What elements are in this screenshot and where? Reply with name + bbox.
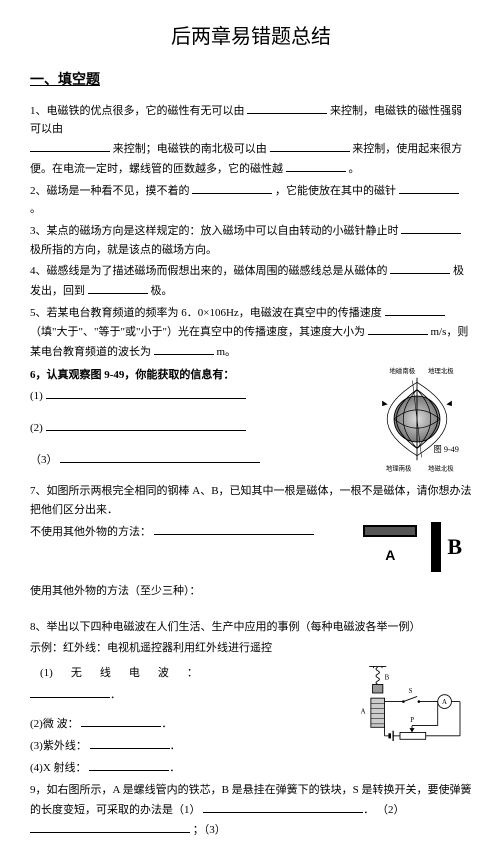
- text: 无: [63, 664, 90, 683]
- q7-other: 使用其他外物的方法（至少三种）：: [30, 582, 472, 601]
- blank[interactable]: [30, 685, 110, 698]
- blank[interactable]: [203, 800, 363, 813]
- text: （2）: [377, 804, 405, 816]
- label-b: B: [447, 528, 462, 565]
- lbl-A: A: [361, 708, 366, 715]
- blank[interactable]: [368, 322, 428, 335]
- text: 波: [150, 664, 177, 683]
- text: 1、电磁铁的优点很多，它的磁性有无可以由: [30, 105, 245, 117]
- q8-3: (3)紫外线： ．: [30, 736, 352, 756]
- text: (3)紫外线：: [30, 740, 87, 752]
- question-1: 1、电磁铁的优点很多，它的磁性有无可以由 来控制，电磁铁的磁性强弱可以由 来控制…: [30, 101, 472, 179]
- page-title: 后两章易错题总结: [30, 20, 472, 54]
- text: （填"大于"、"等于"或"小于"）光在真空中的传播速度，其速度大小为: [30, 326, 365, 338]
- figure-earth: 地磁南极 地理北极 地理南极 地磁北极 图 9-49: [362, 364, 472, 481]
- question-3: 3、某点的磁场方向是这样规定的：放入磁场中可以自由转动的小磁针静止时 极所指的方…: [30, 221, 472, 259]
- q8-row: (1) 无 线 电 波 ： ． (2)微 波： ． (3)紫外线： ． (4)X…: [30, 660, 472, 779]
- q6-sub3: （3）: [30, 450, 362, 470]
- text: 来控制；电磁铁的南北极可以由: [113, 143, 267, 155]
- text: ；（3）: [193, 824, 226, 836]
- question-5: 5、若某电台教育频道的频率为 6．0×106Hz，电磁波在真空中的传播速度 （填…: [30, 303, 472, 362]
- label-s2: 地磁北极: [428, 463, 454, 472]
- bar-a: [363, 525, 417, 537]
- q8-2: (2)微 波： ．: [30, 714, 352, 734]
- label: （3）: [30, 454, 58, 466]
- text: 极所指的方向，就是该点的磁场方向。: [30, 244, 217, 256]
- blank[interactable]: [399, 181, 459, 194]
- blank[interactable]: [30, 820, 190, 833]
- blank[interactable]: [401, 221, 461, 234]
- text: ：: [179, 664, 206, 683]
- q8-4: (4)X 射线： ．: [30, 758, 352, 778]
- blank[interactable]: [88, 281, 148, 294]
- q8-1: (1) 无 线 电 波 ： ．: [30, 662, 352, 704]
- bar-b: [431, 522, 441, 572]
- blank[interactable]: [81, 714, 161, 727]
- q7-bars-row: 不使用其他外物的方法： A B: [30, 522, 472, 572]
- text: 不使用其他外物的方法：: [30, 526, 151, 538]
- fig-label: 图 9-49: [434, 445, 459, 454]
- label: (2): [30, 422, 43, 434]
- question-7: 7、如图所示两根完全相同的钢棒 A、B，已知其中一根是磁体，一根不是磁体，请你想…: [30, 482, 472, 519]
- section-heading: 一、填空题: [30, 69, 472, 93]
- q6-sub2: (2): [30, 418, 362, 438]
- blank[interactable]: [192, 181, 272, 194]
- blank[interactable]: [154, 342, 214, 355]
- text: m。: [217, 346, 237, 358]
- text: 。: [349, 163, 360, 175]
- blank[interactable]: [247, 101, 327, 114]
- blank[interactable]: [46, 418, 246, 431]
- blank[interactable]: [90, 736, 170, 749]
- text: (2)微 波：: [30, 718, 79, 730]
- blank[interactable]: [30, 139, 110, 152]
- label: (1): [30, 390, 43, 402]
- lbl-P: P: [410, 717, 414, 724]
- lbl-B: B: [385, 674, 390, 681]
- text: 2、磁场是一种看不见，摸不着的: [30, 185, 190, 197]
- question-6-row: 6，认真观察图 9-49，你能获取的信息有： (1) (2) （3）: [30, 364, 472, 481]
- blank[interactable]: [154, 522, 314, 535]
- text: 4、磁感线是为了描述磁场而假想出来的，磁体周围的磁感线总是从磁体的: [30, 265, 388, 277]
- question-2: 2、磁场是一种看不见，摸不着的 ，它能使放在其中的磁针 。: [30, 181, 472, 219]
- earth-diagram: 地磁南极 地理北极 地理南极 地磁北极 图 9-49: [362, 364, 472, 474]
- label-a: A: [363, 544, 417, 568]
- figure-circuit: B A S A P: [352, 660, 472, 757]
- question-6: 6，认真观察图 9-49，你能获取的信息有：: [30, 366, 362, 385]
- blank[interactable]: [390, 261, 450, 274]
- blank[interactable]: [286, 159, 346, 172]
- blank[interactable]: [89, 758, 169, 771]
- text: (1): [32, 664, 61, 683]
- circuit-diagram: B A S A P: [352, 660, 472, 750]
- blank[interactable]: [46, 386, 246, 399]
- text: 线: [92, 664, 119, 683]
- text: ，它能使放在其中的磁针: [275, 185, 396, 197]
- lbl-S: S: [409, 688, 413, 695]
- text: 极。: [151, 285, 173, 297]
- blank[interactable]: [385, 303, 445, 316]
- label-n1: 地磁南极: [390, 366, 416, 375]
- q8-example: 示例：红外线：电视机遥控器利用红外线进行遥控: [30, 639, 472, 658]
- text: (4)X 射线：: [30, 762, 87, 774]
- question-9: 9，如右图所示，A 是螺线管内的铁芯，B 是悬挂在弹簧下的铁块，S 是转换开关，…: [30, 781, 472, 839]
- text: 5、若某电台教育频道的频率为 6．0×106Hz，电磁波在真空中的传播速度: [30, 307, 382, 319]
- label-s1: 地理南极: [386, 463, 412, 472]
- blank[interactable]: [270, 139, 350, 152]
- text: 。: [30, 203, 41, 215]
- svg-text:A: A: [442, 699, 447, 706]
- text: 3、某点的磁场方向是这样规定的：放入磁场中可以自由转动的小磁针静止时: [30, 225, 399, 237]
- text: 电: [121, 664, 148, 683]
- q6-sub1: (1): [30, 386, 362, 406]
- blank[interactable]: [60, 450, 260, 463]
- question-4: 4、磁感线是为了描述磁场而假想出来的，磁体周围的磁感线总是从磁体的 极发出，回到…: [30, 261, 472, 300]
- label-n2: 地理北极: [428, 366, 454, 375]
- question-8: 8、举出以下四种电磁波在人们生活、生产中应用的事例（每种电磁波各举一例）: [30, 618, 472, 637]
